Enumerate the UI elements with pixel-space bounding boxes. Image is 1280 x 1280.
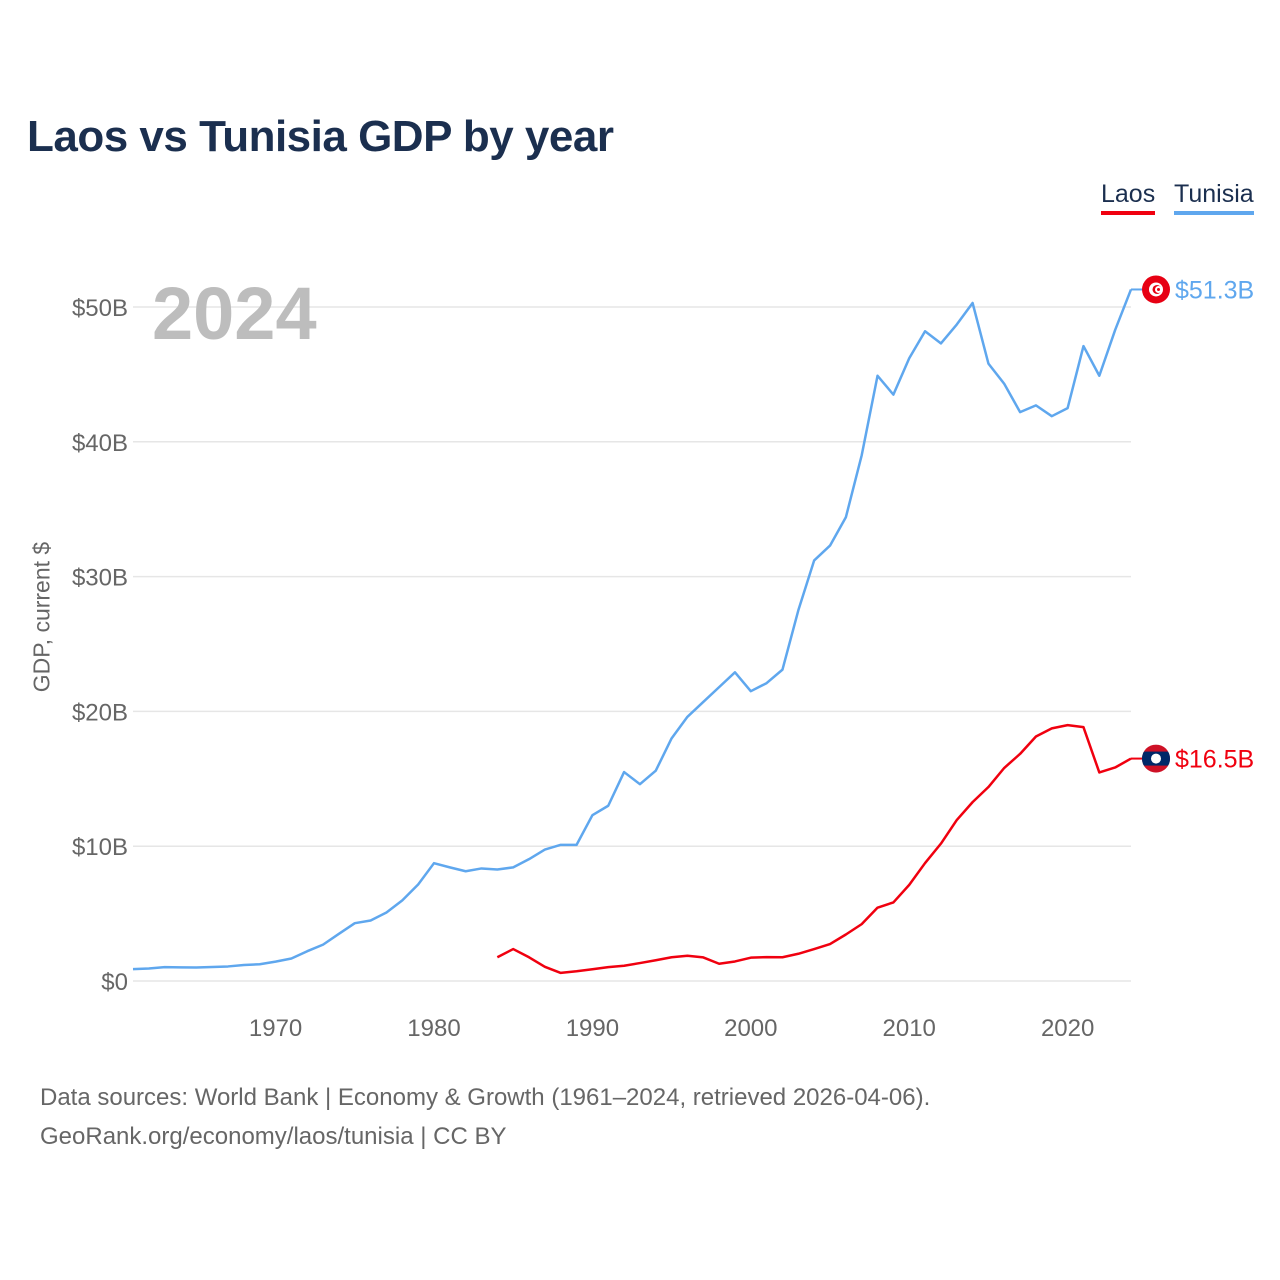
laos-flag-icon	[1142, 744, 1170, 773]
legend-item-tunisia[interactable]: Tunisia	[1174, 180, 1254, 215]
x-tick-label: 1990	[566, 1015, 619, 1042]
x-tick-label: 1980	[407, 1015, 460, 1042]
y-tick-label: $0	[101, 969, 128, 996]
x-tick-label: 2010	[883, 1015, 936, 1042]
y-tick-label: $50B	[72, 295, 128, 322]
x-tick-label: 1970	[249, 1015, 302, 1042]
end-value-label-laos: $16.5B	[1175, 746, 1254, 774]
x-tick-label: 2020	[1041, 1015, 1094, 1042]
x-tick-label: 2000	[724, 1015, 777, 1042]
footer-attribution[interactable]: GeoRank.org/economy/laos/tunisia | CC BY	[40, 1123, 507, 1150]
legend-item-laos[interactable]: Laos	[1101, 180, 1156, 215]
series-line-laos	[496, 723, 1132, 975]
y-tick-label: $20B	[72, 699, 128, 726]
year-watermark: 2024	[152, 272, 317, 355]
tunisia-flag-icon	[1142, 275, 1170, 304]
chart-title: Laos vs Tunisia GDP by year	[27, 112, 614, 161]
y-tick-label: $10B	[72, 834, 128, 861]
y-tick-label: $30B	[72, 565, 128, 592]
end-value-label-tunisia: $51.3B	[1175, 276, 1254, 304]
series-line-tunisia	[132, 289, 1133, 971]
footer-sources: Data sources: World Bank | Economy & Gro…	[40, 1084, 931, 1111]
y-tick-label: $40B	[72, 430, 128, 457]
